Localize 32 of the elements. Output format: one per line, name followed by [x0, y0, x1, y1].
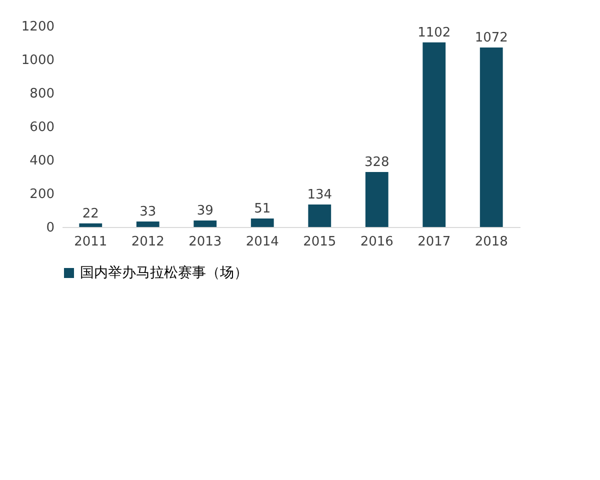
x-tick-label: 2012 [131, 234, 164, 250]
y-tick-label: 800 [30, 86, 54, 102]
x-tick-label: 2018 [474, 234, 508, 250]
y-tick-label: 1200 [21, 20, 54, 34]
x-tick-label: 2015 [303, 234, 336, 250]
data-label: 33 [140, 204, 156, 220]
legend-label: 国内举办马拉松赛事（场） [80, 265, 248, 281]
y-tick-label: 1000 [21, 53, 54, 68]
x-tick-label: 2011 [74, 234, 108, 250]
bar [136, 221, 160, 227]
x-tick-label: 2013 [188, 234, 222, 250]
data-label: 328 [364, 155, 390, 170]
x-tick-label: 2014 [246, 234, 279, 250]
y-tick-label: 200 [30, 187, 54, 202]
data-label: 1072 [474, 30, 508, 46]
y-tick-label: 600 [30, 120, 54, 135]
bar [308, 204, 332, 227]
data-label: 1102 [418, 25, 451, 40]
bar [365, 172, 388, 227]
y-tick-label: 0 [46, 220, 54, 236]
x-tick-label: 2016 [360, 234, 394, 250]
bar [79, 223, 102, 227]
x-tick-label: 2017 [418, 234, 451, 250]
data-label: 51 [254, 201, 271, 216]
data-label: 39 [196, 203, 214, 218]
bar [422, 42, 446, 227]
data-label: 134 [307, 188, 332, 203]
bar [194, 220, 217, 227]
data-label: 22 [82, 206, 99, 222]
y-tick-label: 400 [30, 154, 54, 168]
bar [250, 218, 274, 227]
bar [480, 47, 503, 227]
